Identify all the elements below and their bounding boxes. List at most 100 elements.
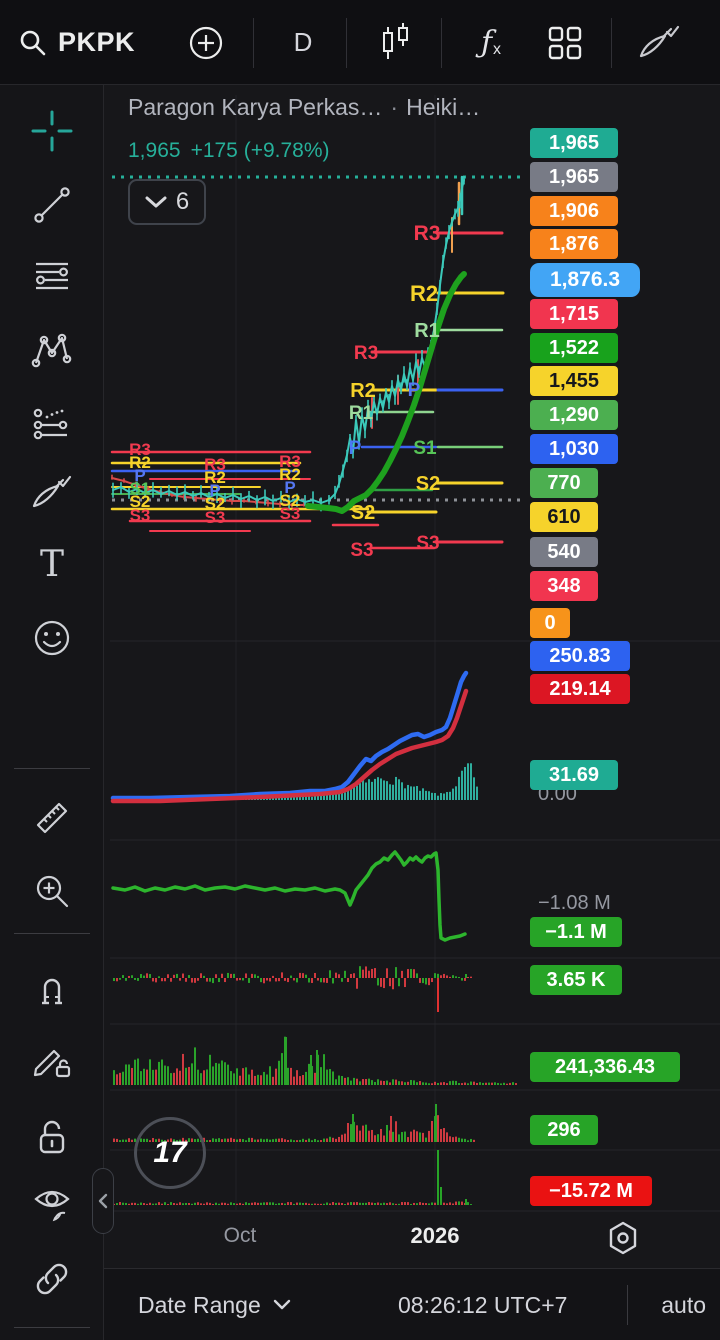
forecast-icon bbox=[33, 408, 67, 440]
indicators-button[interactable]: ƒ x bbox=[480, 25, 502, 60]
symbol-title-row[interactable]: Paragon Karya Perkas… · Heiki… bbox=[128, 94, 480, 121]
svg-text:S3: S3 bbox=[350, 540, 373, 561]
svg-text:R2: R2 bbox=[129, 453, 151, 472]
svg-text:S2: S2 bbox=[205, 494, 226, 513]
svg-text:S2: S2 bbox=[280, 491, 301, 510]
crosshair-icon bbox=[31, 110, 72, 152]
tool-emoji[interactable] bbox=[0, 610, 103, 666]
svg-text:R3: R3 bbox=[279, 452, 301, 471]
svg-text:S2: S2 bbox=[416, 473, 440, 495]
watermark-badge: 17 bbox=[134, 1117, 206, 1189]
tool-crosshair[interactable] bbox=[0, 103, 103, 159]
tool-zoom-in[interactable] bbox=[0, 863, 103, 919]
last-price: 1,965 bbox=[128, 139, 181, 162]
svg-text:S2: S2 bbox=[351, 502, 375, 524]
svg-text:R3: R3 bbox=[354, 343, 378, 364]
tool-hide-drawings[interactable] bbox=[0, 1176, 103, 1232]
time-axis[interactable]: Oct 2026 bbox=[104, 1212, 720, 1268]
axis-tick-month: Oct bbox=[223, 1224, 257, 1247]
symbol-search-button[interactable]: PKPK bbox=[18, 0, 135, 85]
bottom-bar-divider bbox=[627, 1285, 628, 1325]
svg-text:S3: S3 bbox=[280, 504, 301, 523]
xabcd-pattern-icon bbox=[31, 333, 71, 368]
brush-check-icon bbox=[639, 25, 680, 57]
sidebar-divider bbox=[14, 1327, 90, 1328]
chart-legend: Paragon Karya Perkas… · Heiki… 1,965 +175 (… bbox=[128, 94, 480, 225]
magnet-icon bbox=[41, 978, 62, 1005]
tool-measure[interactable] bbox=[0, 790, 103, 846]
chart-style-button[interactable] bbox=[372, 0, 418, 85]
brush-check-icon bbox=[32, 475, 71, 508]
tool-brush[interactable] bbox=[0, 464, 103, 520]
price-change-row: 1,965 +175 (+9.78%) bbox=[128, 139, 480, 163]
svg-text:S3: S3 bbox=[416, 533, 439, 554]
tool-forecast[interactable] bbox=[0, 395, 103, 451]
svg-text:S2: S2 bbox=[130, 492, 151, 511]
symbol-label: PKPK bbox=[58, 27, 136, 57]
sidebar-divider bbox=[14, 768, 90, 769]
svg-text:T: T bbox=[39, 544, 63, 585]
sidebar-divider bbox=[14, 933, 90, 934]
sidebar-collapse-handle[interactable] bbox=[92, 1168, 114, 1234]
link-icon bbox=[36, 1263, 67, 1295]
bottom-bar: Date Range 08:26:12 UTC+7 auto bbox=[104, 1268, 720, 1340]
svg-text:R2: R2 bbox=[204, 468, 226, 487]
svg-text:R3: R3 bbox=[414, 222, 441, 245]
add-circle-icon bbox=[189, 26, 223, 59]
fib-lines-icon bbox=[35, 262, 68, 290]
date-range-label: Date Range bbox=[138, 1291, 261, 1318]
tool-text[interactable]: T bbox=[0, 537, 103, 593]
tool-lock-all[interactable] bbox=[0, 1110, 103, 1166]
pencil-lock-icon bbox=[33, 1049, 70, 1078]
svg-text:R1: R1 bbox=[414, 320, 440, 342]
svg-text:S1: S1 bbox=[130, 479, 151, 498]
svg-text:S3: S3 bbox=[130, 506, 151, 525]
svg-text:S1: S1 bbox=[413, 438, 437, 459]
smiley-icon bbox=[34, 620, 69, 656]
chart-settings-button[interactable] bbox=[606, 1220, 640, 1261]
svg-text:P: P bbox=[349, 438, 362, 459]
indicators-collapse-button[interactable]: 6 bbox=[128, 179, 206, 225]
tool-fib-retracement[interactable] bbox=[0, 249, 103, 305]
svg-text:P: P bbox=[284, 478, 295, 497]
toolbar-divider bbox=[441, 18, 442, 68]
svg-text:R2: R2 bbox=[279, 465, 301, 484]
svg-text:S3: S3 bbox=[205, 508, 226, 527]
layouts-button[interactable] bbox=[542, 0, 588, 85]
top-toolbar: PKPK D ƒ x bbox=[0, 0, 720, 85]
svg-text:P: P bbox=[134, 466, 145, 485]
chart-style-name: Heiki… bbox=[406, 94, 481, 120]
auto-scale-toggle[interactable]: auto bbox=[661, 1292, 706, 1318]
tool-sync-drawings[interactable] bbox=[0, 1251, 103, 1307]
tool-trend-line[interactable] bbox=[0, 177, 103, 233]
svg-text:R1: R1 bbox=[349, 403, 374, 424]
interval-label: D bbox=[293, 27, 313, 57]
svg-text:R3: R3 bbox=[129, 440, 151, 459]
gear-icon bbox=[609, 1221, 637, 1255]
toolbar-divider bbox=[253, 18, 254, 68]
layout-grid-icon bbox=[548, 26, 582, 59]
price-change: +175 (+9.78%) bbox=[190, 139, 330, 162]
svg-text:R2: R2 bbox=[350, 380, 376, 402]
svg-text:P: P bbox=[209, 481, 220, 500]
toolbar-divider bbox=[611, 18, 612, 68]
chevron-left-icon bbox=[98, 1193, 108, 1209]
indicator-count: 6 bbox=[175, 188, 190, 215]
tool-xabcd-pattern[interactable] bbox=[0, 321, 103, 377]
ruler-icon bbox=[36, 802, 67, 834]
interval-button[interactable]: D bbox=[283, 0, 323, 85]
date-range-button[interactable]: Date Range bbox=[138, 1269, 291, 1340]
chevron-down-icon bbox=[145, 196, 167, 208]
dot-separator: · bbox=[390, 94, 399, 120]
clock-utc[interactable]: 08:26:12 UTC+7 bbox=[398, 1292, 568, 1318]
tool-magnet[interactable] bbox=[0, 960, 103, 1016]
drawing-tools-button[interactable] bbox=[634, 0, 684, 85]
hide-drawings-eye-icon bbox=[33, 1190, 70, 1222]
chevron-down-icon bbox=[273, 1299, 290, 1310]
add-button[interactable] bbox=[186, 0, 226, 85]
trend-line-icon bbox=[33, 187, 70, 223]
tool-drawing-lock[interactable] bbox=[0, 1035, 103, 1091]
search-icon bbox=[20, 30, 46, 55]
